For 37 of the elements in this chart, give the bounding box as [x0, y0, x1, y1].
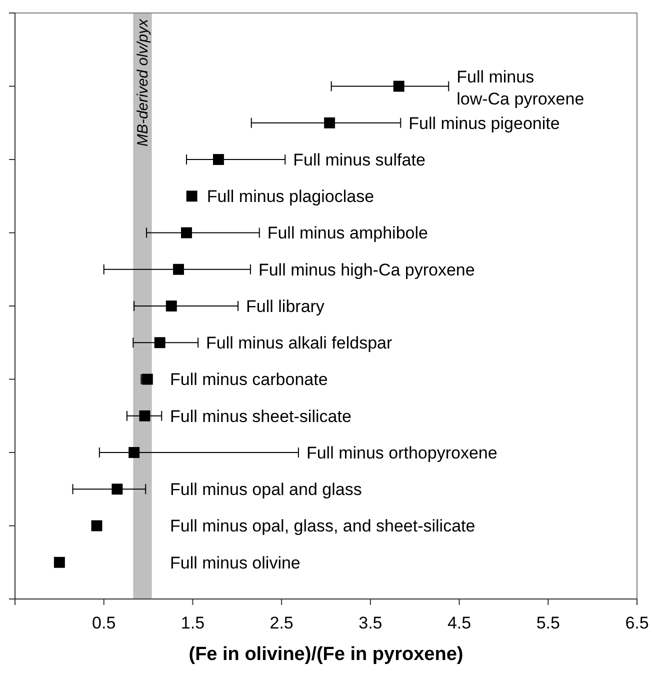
point — [213, 154, 224, 165]
y-tick-label: Full minus amphibole — [267, 224, 428, 243]
y-tick-label: Full minus opal and glass — [170, 480, 362, 500]
x-tick-label: 2.5 — [270, 613, 294, 632]
point — [91, 520, 102, 532]
point — [393, 80, 404, 92]
y-tick-label: Full minus carbonate — [170, 370, 328, 390]
y-tick-label: Full minus sheet-silicate — [170, 406, 352, 426]
point — [154, 337, 166, 348]
y-tick-label: Full minus plagioclase — [206, 187, 374, 206]
y-tick-label: Full minus orthopyroxene — [306, 443, 498, 462]
point — [54, 556, 65, 568]
y-tick-label: Full minus sulfate — [293, 150, 426, 170]
x-tick-label: 0.5 — [92, 613, 116, 632]
point — [186, 190, 198, 202]
y-tick-label: Full minus high-Ca pyroxene — [258, 260, 475, 280]
band-label: MB-derived olv/pyx — [134, 18, 152, 147]
point — [166, 300, 177, 312]
x-tick-label: 1.5 — [180, 613, 205, 632]
x-tick-label: 5.5 — [536, 613, 560, 632]
point — [112, 484, 123, 495]
y-tick-label: Full minus low-Ca pyroxene — [456, 67, 584, 108]
point — [128, 447, 140, 458]
x-tick-label: 3.5 — [358, 613, 382, 632]
x-tick-label: 6.5 — [625, 613, 649, 632]
x-tick-label: 4.5 — [447, 613, 472, 632]
y-tick-label: Full library — [246, 296, 325, 316]
y-tick-label: Full minus alkali feldspar — [206, 334, 393, 353]
point — [142, 374, 153, 385]
y-tick-label: Full minus pigeonite — [408, 114, 560, 133]
y-tick-label: Full minus opal, glass, and sheet-silicate — [170, 516, 476, 536]
y-tick-label: Full minus olivine — [170, 553, 300, 572]
point — [181, 227, 192, 238]
point — [139, 410, 150, 422]
x-axis-title: (Fe in olivine)/(Fe in pyroxene) — [188, 644, 464, 665]
point — [324, 117, 336, 128]
point — [173, 264, 184, 275]
